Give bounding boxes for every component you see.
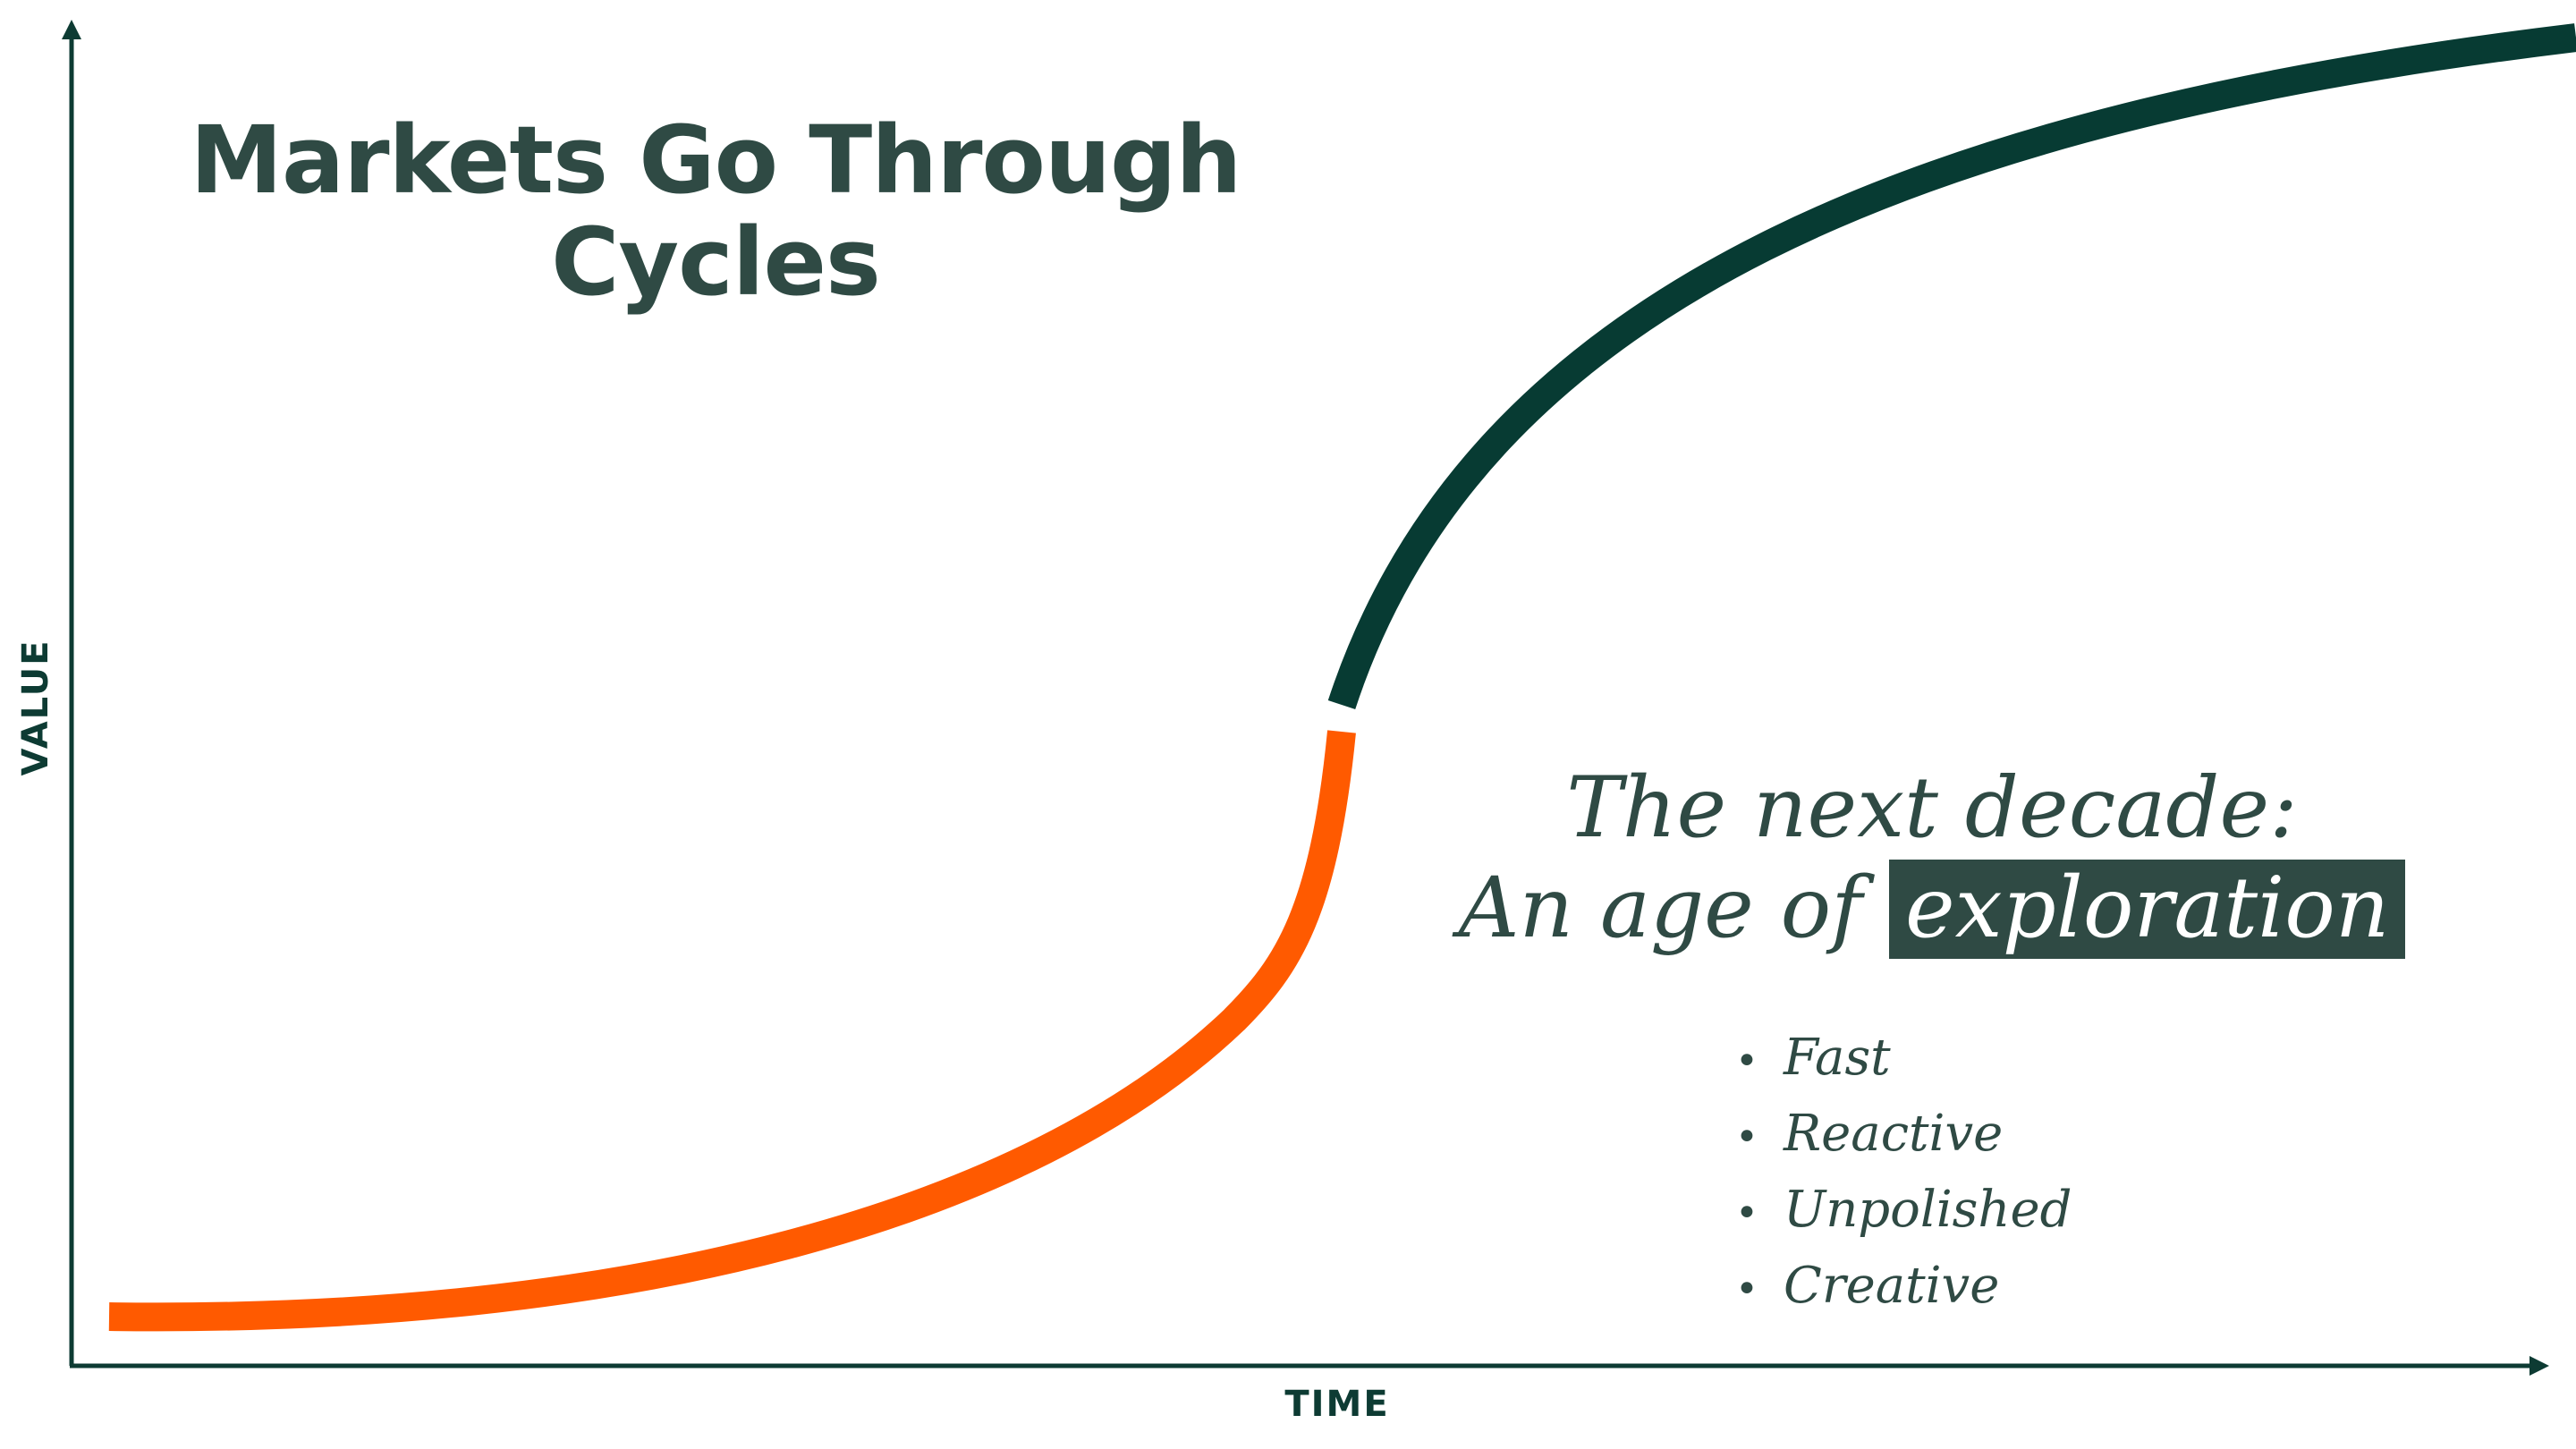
list-item: Reactive [1735,1097,2072,1174]
list-item: Fast [1735,1021,2072,1097]
callout-line-2: An age of exploration [1395,859,2469,959]
x-axis-label: TIME [1284,1384,1390,1425]
y-axis-label: VALUE [15,639,56,776]
y-axis-arrow-icon [62,20,81,39]
title-line-1: Markets Go Through [190,106,1242,215]
callout: The next decade: An age of exploration [1395,758,2469,959]
list-item: Creative [1735,1250,2072,1326]
x-axis-arrow-icon [2529,1356,2549,1376]
list-item: Unpolished [1735,1174,2072,1250]
curve-early-segment [108,730,1356,1332]
callout-prefix: An age of [1458,860,1889,957]
title-line-2: Cycles [551,208,881,317]
page-title: Markets Go Through Cycles [72,109,1360,313]
curve-late-segment [1327,23,2576,709]
bullet-list: Fast Reactive Unpolished Creative [1735,1021,2072,1326]
callout-highlight: exploration [1888,860,2406,959]
callout-line-1: The next decade: [1566,759,2298,857]
